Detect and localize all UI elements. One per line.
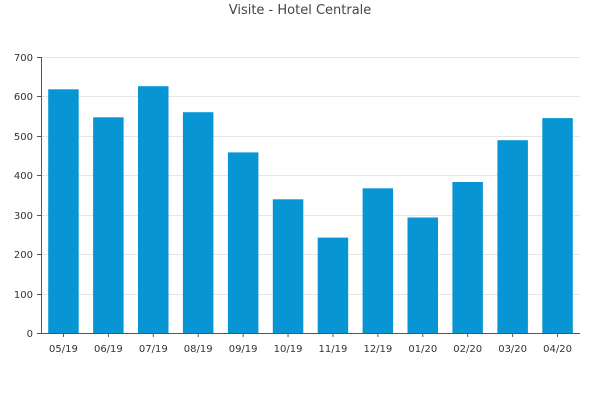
y-tick-label: 100 [14,290,33,301]
bar [138,86,169,333]
x-tick-label: 10/19 [274,344,303,355]
axes [37,57,580,337]
x-tick-label: 03/20 [498,344,527,355]
y-tick-label: 700 [14,53,33,64]
bar [93,117,124,333]
bar [182,112,214,333]
bar [48,89,79,333]
bar [407,217,438,333]
chart-title: Visite - Hotel Centrale [228,3,372,18]
y-tick-label: 300 [14,211,33,222]
bar [272,199,304,333]
y-tick-label: 0 [27,329,33,340]
y-tick-label: 200 [14,250,33,261]
x-tick-label: 07/19 [139,344,168,355]
y-tick-label: 400 [14,171,33,182]
bar [317,237,349,333]
bar [497,140,528,333]
y-tick-label: 600 [14,92,33,103]
bars [48,86,573,333]
x-tick-label: 08/19 [184,344,213,355]
gridlines [41,57,580,295]
x-tick-label: 05/19 [49,344,78,355]
bar [542,118,573,333]
tick-labels: 0 100 200 300 400 500 600 700 05/19 06/19 07/19 08/… [14,53,572,355]
x-tick-label: 09/19 [229,344,258,355]
bar [452,182,483,333]
x-tick-label: 12/19 [363,344,392,355]
x-tick-label: 11/19 [319,344,348,355]
bar [227,152,259,333]
x-tick-label: 04/20 [543,344,572,355]
x-tick-label: 02/20 [453,344,482,355]
x-tick-label: 06/19 [94,344,123,355]
x-tick-label: 01/20 [408,344,437,355]
bar [362,188,394,333]
y-tick-label: 500 [14,132,33,143]
